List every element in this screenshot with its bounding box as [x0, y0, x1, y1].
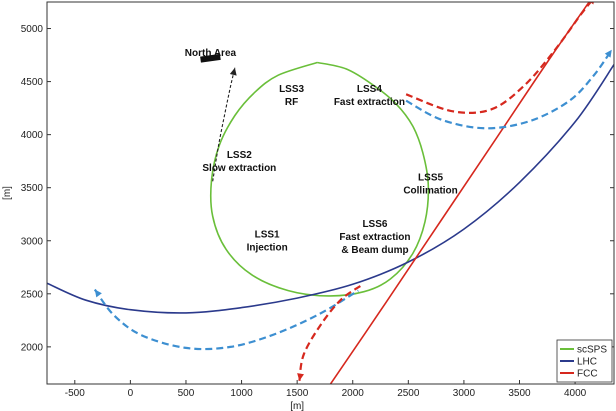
north-area-marker: [200, 53, 221, 63]
x-tick-label: 4000: [564, 388, 587, 399]
x-tick-label: 3500: [508, 388, 531, 399]
x-tick-label: -500: [65, 388, 85, 399]
transfer-arrow-4: [590, 2, 594, 5]
transfer-line-3: [298, 284, 363, 381]
transfer-arrow-3: [297, 373, 304, 381]
x-tick-label: 1500: [286, 388, 309, 399]
x-tick-label: 500: [178, 388, 195, 399]
transfer-line-2: [405, 49, 613, 130]
annotation-4: LSS2 Slow extraction: [202, 150, 276, 174]
x-tick-label: 2500: [397, 388, 420, 399]
x-tick-label: 0: [128, 388, 134, 399]
legend-label-fcc: FCC: [577, 369, 598, 380]
x-tick-label: 1000: [230, 388, 253, 399]
y-tick-label: 4000: [21, 130, 44, 141]
annotation-3: LSS4 Fast extraction: [334, 84, 405, 108]
series-layer: [47, 2, 614, 384]
x-axis: -500 0 500 1000 1500 2000 2500 3000 3500 4000: [65, 380, 587, 399]
transfer-line-4: [405, 2, 593, 114]
transfer-line-1: [93, 288, 359, 351]
annotation-5: LSS5 Collimation: [403, 172, 457, 196]
x-axis-label: [m]: [290, 401, 304, 411]
y-tick-label: 2000: [21, 342, 44, 353]
y-tick-label: 2500: [21, 289, 44, 300]
x-tick-label: 2000: [342, 388, 365, 399]
annotation-6: LSS1 Injection: [247, 230, 288, 254]
annotation-2: LSS3 RF: [279, 84, 304, 108]
y-tick-label: 4500: [21, 77, 44, 88]
transfer-arrow-1: [94, 289, 102, 298]
annotation-7: LSS6 Fast extraction & Beam dump: [339, 219, 410, 256]
y-axis-label: [m]: [2, 186, 13, 200]
transfer-line-5: [212, 67, 236, 182]
x-tick-label: 3000: [453, 388, 476, 399]
y-tick-label: 3000: [21, 236, 44, 247]
y-axis: 2000 2500 3000 3500 4000 4500 5000: [21, 24, 614, 353]
legend-label-scsps: scSPS: [577, 345, 607, 356]
transfer-arrow-2: [604, 49, 612, 58]
transfer-arrow-5: [229, 67, 237, 76]
y-tick-label: 5000: [21, 24, 44, 35]
y-tick-label: 3500: [21, 183, 44, 194]
legend-label-lhc: LHC: [577, 357, 597, 368]
series-line-lhc: [47, 64, 614, 314]
series-line-fcc: [329, 2, 591, 384]
annotation-1: North Area: [185, 48, 237, 59]
plot-frame: [46, 1, 615, 385]
annotation-layer: North Area LSS3 RF LSS4 Fast extraction LSS2 S…: [185, 48, 458, 256]
